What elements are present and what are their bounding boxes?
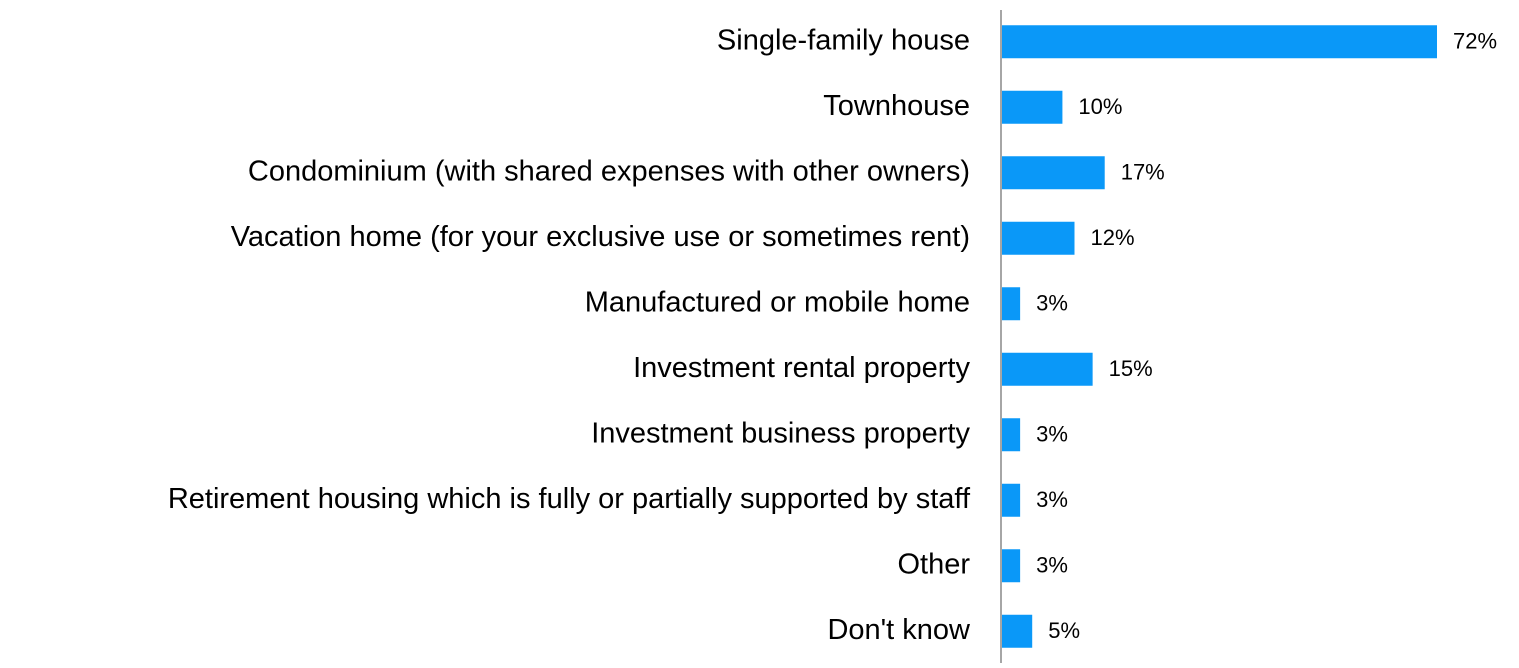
bar <box>1002 352 1093 386</box>
bar <box>1002 25 1437 59</box>
value-label: 3% <box>1036 487 1068 512</box>
bar <box>1002 221 1075 255</box>
bar <box>1002 483 1021 517</box>
bar <box>1002 156 1105 190</box>
bar <box>1002 287 1021 321</box>
value-label: 10% <box>1078 94 1122 119</box>
value-label: 12% <box>1091 225 1135 250</box>
category-label: Vacation home (for your exclusive use or… <box>231 221 970 253</box>
value-label: 5% <box>1048 618 1080 643</box>
category-label: Other <box>897 548 970 580</box>
value-label: 3% <box>1036 291 1068 316</box>
category-label: Condominium (with shared expenses with o… <box>248 155 970 187</box>
category-label: Manufactured or mobile home <box>585 286 970 318</box>
category-label: Investment rental property <box>633 352 970 384</box>
category-label: Single-family house <box>717 24 970 56</box>
category-label: Investment business property <box>591 417 970 449</box>
category-label: Don't know <box>827 614 971 646</box>
value-label: 17% <box>1121 160 1165 185</box>
value-label: 15% <box>1109 356 1153 381</box>
value-label: 72% <box>1453 29 1497 54</box>
bar <box>1002 90 1063 124</box>
bar <box>1002 614 1033 648</box>
bar <box>1002 418 1021 452</box>
category-label: Townhouse <box>823 90 970 122</box>
value-label: 3% <box>1036 553 1068 578</box>
category-label: Retirement housing which is fully or par… <box>168 483 971 515</box>
value-label: 3% <box>1036 422 1068 447</box>
bar <box>1002 549 1021 583</box>
